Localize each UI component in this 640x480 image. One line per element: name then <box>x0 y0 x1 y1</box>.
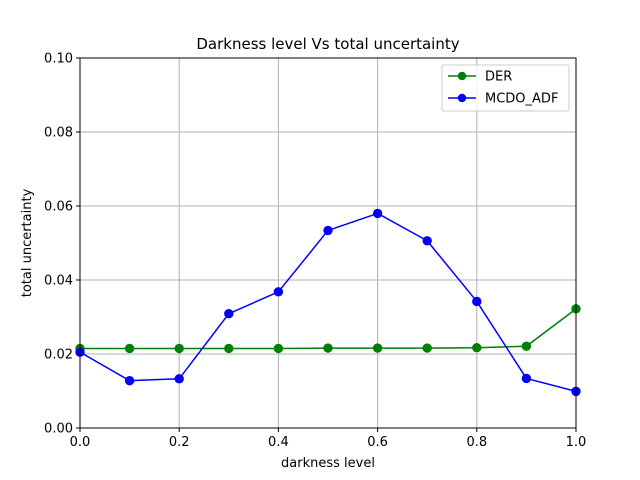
data-point-der <box>224 343 234 354</box>
legend-marker-mcdo-adf <box>457 93 467 103</box>
legend: DER MCDO_ADF <box>441 64 570 112</box>
data-point-mcdo-adf <box>372 208 383 219</box>
data-point-der <box>273 343 284 354</box>
x-tick-label: 0.6 <box>367 435 388 450</box>
y-tick-label: 0.00 <box>44 422 73 437</box>
data-point-der <box>174 343 184 354</box>
legend-entry-mcdo-adf: MCDO_ADF <box>448 92 558 107</box>
ticks: 0.0 0.2 0.4 0.6 0.8 1.0 0.00 0.02 0.04 0.06 0.08 0.… <box>44 52 586 451</box>
data-point-mcdo-adf <box>273 287 284 297</box>
x-tick-label: 1.0 <box>566 435 587 450</box>
legend-label-mcdo-adf: MCDO_ADF <box>485 92 558 107</box>
data-point-der <box>323 343 333 353</box>
grid-lines <box>79 57 577 429</box>
y-axis-label: total uncertainty <box>20 188 35 297</box>
y-tick-label: 0.10 <box>44 52 73 67</box>
x-tick-label: 0.2 <box>169 435 190 450</box>
series-mcdo-adf <box>75 208 581 397</box>
data-point-der <box>422 343 432 353</box>
x-tick-label: 0.4 <box>268 435 289 450</box>
y-tick-label: 0.06 <box>44 200 73 215</box>
plot-frame <box>79 57 577 429</box>
legend-label-der: DER <box>485 70 512 85</box>
x-axis-label: darkness level <box>281 456 375 471</box>
data-point-mcdo-adf <box>224 308 234 319</box>
data-point-der <box>124 343 135 354</box>
legend-marker-der <box>457 71 467 81</box>
legend-entry-der: DER <box>448 70 512 85</box>
data-point-mcdo-adf <box>521 373 532 384</box>
x-tick-label: 0.0 <box>70 435 91 450</box>
data-point-mcdo-adf <box>472 296 482 307</box>
data-point-der <box>521 341 532 351</box>
data-point-mcdo-adf <box>174 374 184 384</box>
series-layer <box>75 208 581 397</box>
chart-title: Darkness level Vs total uncertainty <box>196 35 459 53</box>
plot-area <box>80 58 576 428</box>
data-point-mcdo-adf <box>323 225 333 236</box>
data-point-mcdo-adf <box>422 236 432 246</box>
y-tick-label: 0.08 <box>44 126 73 141</box>
data-point-der <box>372 343 383 353</box>
data-point-der <box>472 343 482 353</box>
x-tick-label: 0.8 <box>466 435 487 450</box>
y-tick-label: 0.02 <box>44 348 73 363</box>
data-point-mcdo-adf <box>124 375 135 386</box>
y-tick-label: 0.04 <box>44 274 73 289</box>
